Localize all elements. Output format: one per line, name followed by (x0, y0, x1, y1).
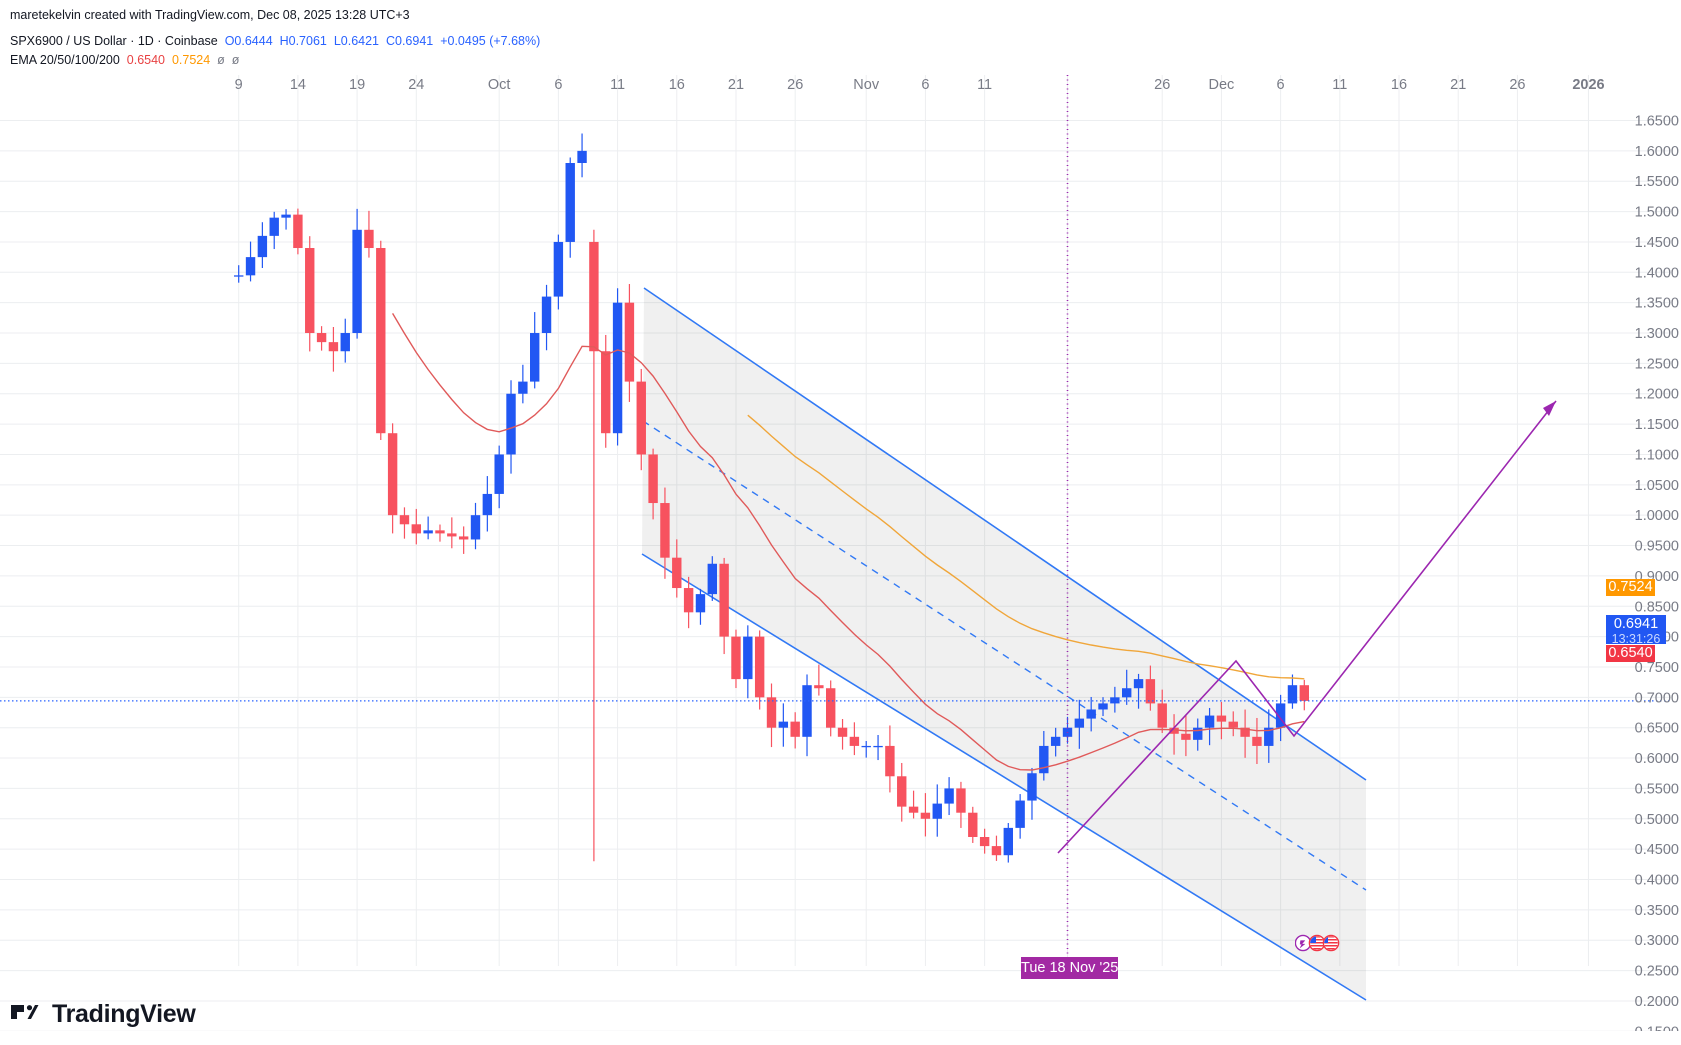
svg-text:1.1000: 1.1000 (1635, 448, 1679, 464)
svg-text:2026: 2026 (1572, 77, 1604, 93)
svg-text:0.5500: 0.5500 (1635, 781, 1679, 797)
svg-text:0.4000: 0.4000 (1635, 873, 1679, 889)
svg-text:1.0500: 1.0500 (1635, 478, 1679, 494)
svg-text:1.0000: 1.0000 (1635, 508, 1679, 524)
svg-text:0.6000: 0.6000 (1635, 751, 1679, 767)
svg-text:1.3500: 1.3500 (1635, 296, 1679, 312)
svg-text:1.2500: 1.2500 (1635, 356, 1679, 372)
svg-text:0.9500: 0.9500 (1635, 539, 1679, 555)
svg-text:0.8500: 0.8500 (1635, 599, 1679, 615)
svg-text:21: 21 (728, 77, 744, 93)
svg-text:1.6500: 1.6500 (1635, 114, 1679, 130)
svg-text:0.2000: 0.2000 (1635, 994, 1679, 1010)
svg-text:6: 6 (1277, 77, 1285, 93)
svg-text:21: 21 (1450, 77, 1466, 93)
svg-text:16: 16 (1391, 77, 1407, 93)
svg-text:1.5000: 1.5000 (1635, 205, 1679, 221)
svg-text:6: 6 (921, 77, 929, 93)
svg-text:26: 26 (1509, 77, 1525, 93)
svg-text:24: 24 (408, 77, 424, 93)
svg-text:1.6000: 1.6000 (1635, 144, 1679, 160)
svg-text:0.7000: 0.7000 (1635, 690, 1679, 706)
svg-text:19: 19 (349, 77, 365, 93)
svg-text:0.6500: 0.6500 (1635, 721, 1679, 737)
svg-text:0.3000: 0.3000 (1635, 933, 1679, 949)
svg-text:1.4000: 1.4000 (1635, 265, 1679, 281)
svg-text:Oct: Oct (488, 77, 511, 93)
svg-text:26: 26 (787, 77, 803, 93)
svg-text:1.2000: 1.2000 (1635, 387, 1679, 403)
svg-text:11: 11 (1332, 77, 1347, 93)
svg-text:9: 9 (235, 77, 243, 93)
svg-text:6: 6 (554, 77, 562, 93)
svg-text:0.4500: 0.4500 (1635, 842, 1679, 858)
svg-text:0.3500: 0.3500 (1635, 903, 1679, 919)
svg-text:Dec: Dec (1209, 77, 1235, 93)
svg-text:11: 11 (610, 77, 625, 93)
svg-text:1.5500: 1.5500 (1635, 174, 1679, 190)
svg-text:16: 16 (669, 77, 685, 93)
svg-text:11: 11 (977, 77, 992, 93)
svg-text:0.5000: 0.5000 (1635, 812, 1679, 828)
svg-text:0.7500: 0.7500 (1635, 660, 1679, 676)
svg-text:Nov: Nov (853, 77, 880, 93)
svg-text:0.2500: 0.2500 (1635, 964, 1679, 980)
svg-text:26: 26 (1154, 77, 1170, 93)
svg-text:1.3000: 1.3000 (1635, 326, 1679, 342)
svg-text:1.1500: 1.1500 (1635, 417, 1679, 433)
svg-text:14: 14 (290, 77, 306, 93)
svg-text:1.4500: 1.4500 (1635, 235, 1679, 251)
svg-text:0.1500: 0.1500 (1635, 1024, 1679, 1031)
